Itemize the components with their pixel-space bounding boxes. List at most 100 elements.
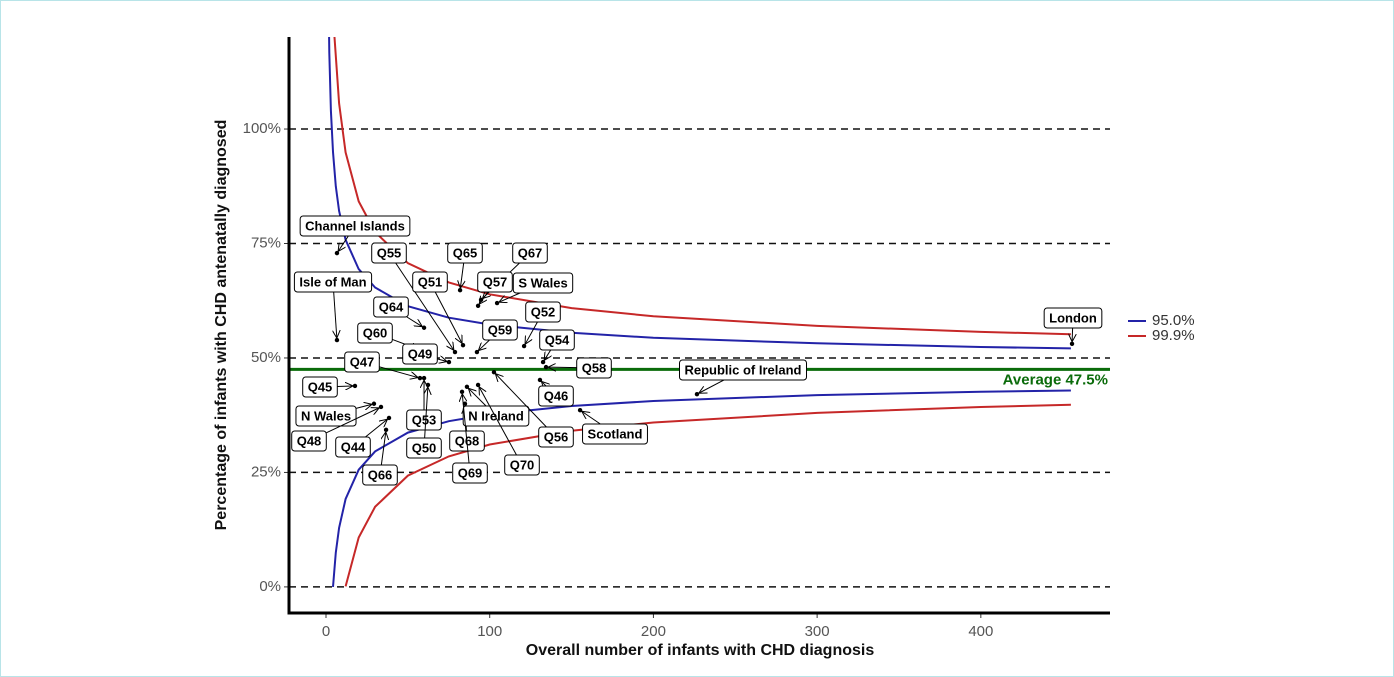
label-arrow [700,379,725,393]
label-box [512,242,548,264]
point [457,288,463,293]
label-box [482,319,518,341]
point [421,325,427,330]
point [334,250,340,256]
point [475,303,481,308]
x-tick-label: 200 [641,623,666,640]
label-arrow [496,374,547,428]
point [474,349,480,355]
label-arrow [395,262,454,350]
label-arrow [526,321,538,343]
legend-label: 95.0% [1152,312,1195,329]
label-box [539,329,575,351]
point-label: N Ireland [468,408,524,423]
label-arrow [365,420,386,438]
point [371,401,377,406]
label-arrow [542,382,546,386]
y-axis-title: Percentage of infants with CHD antenatal… [213,120,230,531]
point [475,382,481,388]
label-box [295,405,357,427]
label-box [412,271,448,293]
point-label: Q44 [341,439,366,454]
point-label: Q69 [458,465,483,480]
point [378,404,384,410]
label-box [344,351,380,373]
point-label: Q45 [308,379,333,394]
point-label: Q55 [377,245,402,260]
label-arrow [434,291,461,342]
label-box [299,215,411,237]
label-arrow [355,404,371,408]
point [521,343,527,349]
label-arrow [583,412,601,425]
label-box [452,462,488,484]
label-box [302,376,338,398]
point-label: Scotland [588,426,643,441]
point [425,382,431,388]
point-label: S Wales [518,275,567,290]
point [383,427,389,433]
point-label: Q66 [368,467,393,482]
point [452,349,458,355]
label-box [512,272,574,294]
point-label: Q64 [379,299,404,314]
legend-label: 99.9% [1152,327,1195,344]
limit-line [344,403,1071,587]
label-box [291,430,327,452]
point [446,359,452,365]
limit-line [328,37,1071,350]
label-box [576,357,612,379]
point [491,369,497,375]
point-label: Q48 [297,433,322,448]
label-arrow [469,389,487,407]
label-box [373,296,409,318]
y-tick-label: 75% [251,234,281,251]
y-tick-label: 0% [259,578,281,595]
label-box [504,454,540,476]
point-label: Republic of Ireland [684,362,801,377]
point-label: Q47 [350,354,375,369]
point [694,391,700,397]
point-label: N Wales [301,408,351,423]
label-box [538,385,574,407]
label-arrow [480,388,517,456]
point [464,384,470,390]
x-tick-label: 400 [968,623,993,640]
point-label: Q60 [363,325,388,340]
label-arrow [381,433,385,466]
label-arrow [545,349,551,360]
label-arrow [339,235,349,251]
point [460,342,466,348]
label-box [293,271,373,293]
point-label: London [1049,310,1097,325]
label-box [406,437,442,459]
point [386,415,392,421]
label-arrow [480,291,489,303]
point [417,375,423,381]
label-arrow [334,291,337,337]
point-label: Q49 [408,346,433,361]
point-label: Isle of Man [299,274,366,289]
point [494,300,500,306]
label-arrow [425,388,428,439]
label-arrow [549,367,577,368]
point [1069,341,1075,346]
y-tick-label: 25% [251,463,281,480]
x-axis-title: Overall number of infants with CHD diagn… [526,642,875,659]
point [540,359,546,365]
point-label: Q46 [544,388,569,403]
point-label: Q65 [453,245,478,260]
point-label: Q50 [412,440,437,455]
label-box [525,301,561,323]
point [577,407,583,413]
x-tick-label: 0 [322,623,330,640]
point-label: Q54 [545,332,570,347]
point-label: Q57 [483,274,508,289]
point-label: Channel Islands [305,218,405,233]
label-box [371,242,407,264]
point [352,383,358,389]
point-label: Q53 [412,412,437,427]
point-label: Q51 [418,274,443,289]
label-box [357,322,393,344]
